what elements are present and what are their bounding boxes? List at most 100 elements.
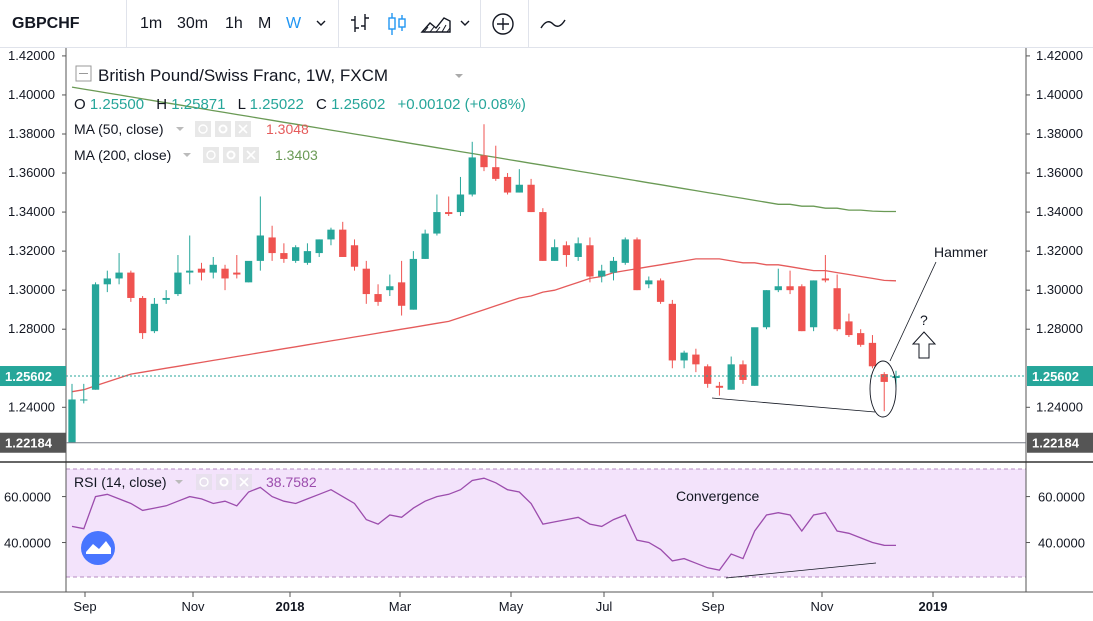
chevron-down-icon[interactable]	[314, 0, 328, 48]
interval-30m-button[interactable]: 30m	[177, 15, 209, 32]
candle-body	[350, 245, 359, 267]
chevron-down-icon[interactable]	[176, 127, 184, 131]
chevron-down-icon[interactable]	[458, 0, 472, 48]
gear-icon[interactable]	[216, 474, 232, 490]
price-tick-label: 1.32000	[8, 243, 55, 258]
ma50-buttons	[195, 121, 251, 137]
rsi-tick-label: 60.0000	[1038, 490, 1085, 505]
candle-body	[374, 294, 382, 302]
toolbar-divider	[338, 0, 339, 48]
eye-icon[interactable]	[196, 474, 212, 490]
candle-body	[397, 282, 406, 306]
candle-body	[456, 194, 465, 213]
price-tick-label: 1.40000	[8, 87, 55, 102]
rsi-trendline	[725, 562, 877, 579]
price-tick-label: 1.24000	[8, 399, 55, 414]
close-glyph-icon	[246, 150, 256, 160]
price-markers: 1.25602 1.25602 1.22184 1.22184	[0, 366, 1093, 453]
candle-body	[197, 268, 206, 273]
candle-body	[692, 354, 700, 365]
price-tick-label: 1.30000	[8, 282, 55, 297]
candle-body	[386, 286, 394, 291]
compare-line-icon[interactable]	[538, 0, 568, 48]
candle-body	[668, 303, 676, 361]
hammer-label: Hammer	[934, 244, 988, 260]
gear-icon[interactable]	[215, 121, 231, 137]
time-tick-label: Nov	[810, 599, 834, 614]
price-tick-label: 1.30000	[1036, 282, 1083, 297]
candle-body	[609, 260, 618, 273]
low-marker-right-label: 1.22184	[1032, 436, 1080, 451]
candle-body	[833, 288, 841, 330]
collapse-icon[interactable]	[75, 65, 92, 82]
rsi-tick-label: 40.0000	[4, 536, 51, 551]
chevron-down-icon[interactable]	[183, 153, 191, 157]
candle-body	[80, 399, 88, 401]
time-tick-label: 2019	[919, 599, 948, 614]
price-tick-label: 1.40000	[1036, 87, 1083, 102]
candle-body	[621, 239, 629, 263]
interval-1m-button[interactable]: 1m	[140, 15, 163, 32]
logo-wave-icon	[86, 541, 111, 554]
price-tick-label: 1.34000	[1036, 204, 1083, 219]
candle-body	[244, 260, 253, 283]
candle-body	[656, 280, 665, 302]
interval-week-button[interactable]: W	[286, 15, 302, 32]
symbol-search-button[interactable]: GBPCHF	[12, 15, 80, 32]
hammer-pointer-line	[889, 261, 937, 362]
eye-glyph-icon	[206, 150, 216, 160]
eye-glyph-icon	[198, 124, 208, 134]
candle-style-icon[interactable]	[384, 0, 410, 48]
price-axis-left: 1.42000 1.40000 1.38000 1.36000 1.34000 1.320…	[8, 48, 66, 414]
chevron-down-icon[interactable]	[175, 480, 183, 484]
ohlc-row: O 1.25500 H 1.25871 L 1.25022 C 1.25602 …	[74, 96, 526, 113]
candle-body	[150, 303, 159, 332]
interval-month-button[interactable]: M	[258, 15, 272, 32]
chart-title: British Pound/Swiss Franc, 1W, FXCM	[98, 66, 388, 85]
candle-body	[739, 364, 747, 380]
rsi-line	[71, 477, 897, 571]
chevron-down-icon[interactable]	[455, 74, 463, 78]
tradingview-logo[interactable]	[81, 531, 115, 565]
candle-body	[727, 364, 735, 390]
time-axis: Sep Nov 2018 Mar May Jul Sep Nov 2019	[73, 592, 947, 614]
candle-body	[68, 399, 76, 443]
candle-body	[798, 286, 806, 332]
eye-icon[interactable]	[203, 147, 219, 163]
last-price-left-box	[0, 366, 66, 387]
gear-glyph-icon	[218, 124, 228, 134]
gear-icon[interactable]	[223, 147, 239, 163]
candle-body	[339, 229, 347, 257]
candle-body	[127, 272, 135, 298]
eye-icon[interactable]	[195, 121, 211, 137]
price-chart[interactable]: Hammer ? Convergence 1.42000 1.40000 1.380…	[0, 48, 1093, 621]
last-price-right-box	[1027, 366, 1093, 387]
price-tick-label: 1.28000	[1036, 321, 1083, 336]
candle-body	[762, 290, 771, 328]
candle-body	[303, 251, 312, 263]
eye-glyph-icon	[199, 477, 209, 487]
annotation-layer: Hammer ? Convergence	[676, 244, 988, 579]
rsi-axis: 60.0000 60.0000 40.0000 40.0000	[4, 477, 1085, 571]
candle-body	[292, 247, 300, 261]
candle-body	[433, 212, 441, 234]
candle-body	[445, 212, 453, 215]
interval-1h-button[interactable]: 1h	[225, 15, 243, 32]
area-style-icon[interactable]	[420, 0, 452, 48]
rsi-buttons	[196, 474, 252, 490]
candle-body	[91, 284, 100, 390]
candle-body	[515, 184, 523, 193]
candle-body	[704, 366, 712, 384]
ma200-buttons	[203, 147, 259, 163]
ma200-value: 1.3403	[275, 147, 318, 163]
candle-body	[633, 239, 641, 291]
add-indicator-icon[interactable]	[490, 0, 516, 48]
candle-body	[221, 268, 229, 279]
close-glyph-icon	[239, 477, 249, 487]
bar-style-icon[interactable]	[348, 0, 374, 48]
candle-body	[492, 167, 500, 179]
logo-circle	[81, 531, 115, 565]
price-tick-label: 1.36000	[1036, 165, 1083, 180]
toolbar-divider	[480, 0, 481, 48]
candle-body	[550, 247, 559, 261]
